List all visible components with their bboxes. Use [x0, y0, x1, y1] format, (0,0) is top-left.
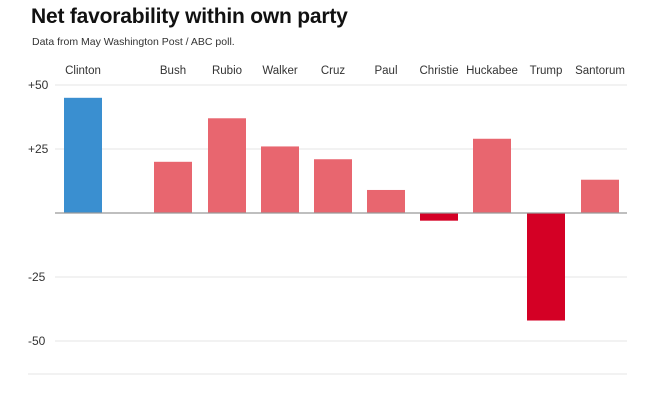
- bar-cruz: [314, 159, 352, 213]
- chart-subtitle: Data from May Washington Post / ABC poll…: [32, 36, 235, 48]
- bar-walker: [261, 146, 299, 213]
- bar-paul: [367, 189, 405, 213]
- y-tick-label: +25: [28, 142, 49, 156]
- bar-rubio: [208, 118, 246, 213]
- bar-clinton: [64, 97, 102, 213]
- category-label: Clinton: [65, 65, 101, 77]
- category-label: Christie: [420, 65, 459, 77]
- y-tick-label: -25: [28, 270, 46, 284]
- category-label: Huckabee: [466, 65, 518, 77]
- category-label: Bush: [160, 65, 186, 77]
- category-label: Paul: [374, 65, 397, 77]
- category-label: Santorum: [575, 65, 625, 77]
- y-tick-label: -50: [28, 334, 46, 348]
- category-label: Rubio: [212, 65, 242, 77]
- category-label: Walker: [262, 65, 298, 77]
- category-label: Cruz: [321, 65, 346, 77]
- bar-bush: [154, 161, 192, 213]
- bar-santorum: [581, 179, 619, 213]
- bar-christie: [420, 213, 458, 221]
- chart-title: Net favorability within own party: [31, 5, 348, 28]
- bar-huckabee: [473, 138, 511, 213]
- category-label: Trump: [530, 65, 563, 77]
- bar-trump: [527, 213, 565, 321]
- y-tick-label: +50: [28, 78, 49, 92]
